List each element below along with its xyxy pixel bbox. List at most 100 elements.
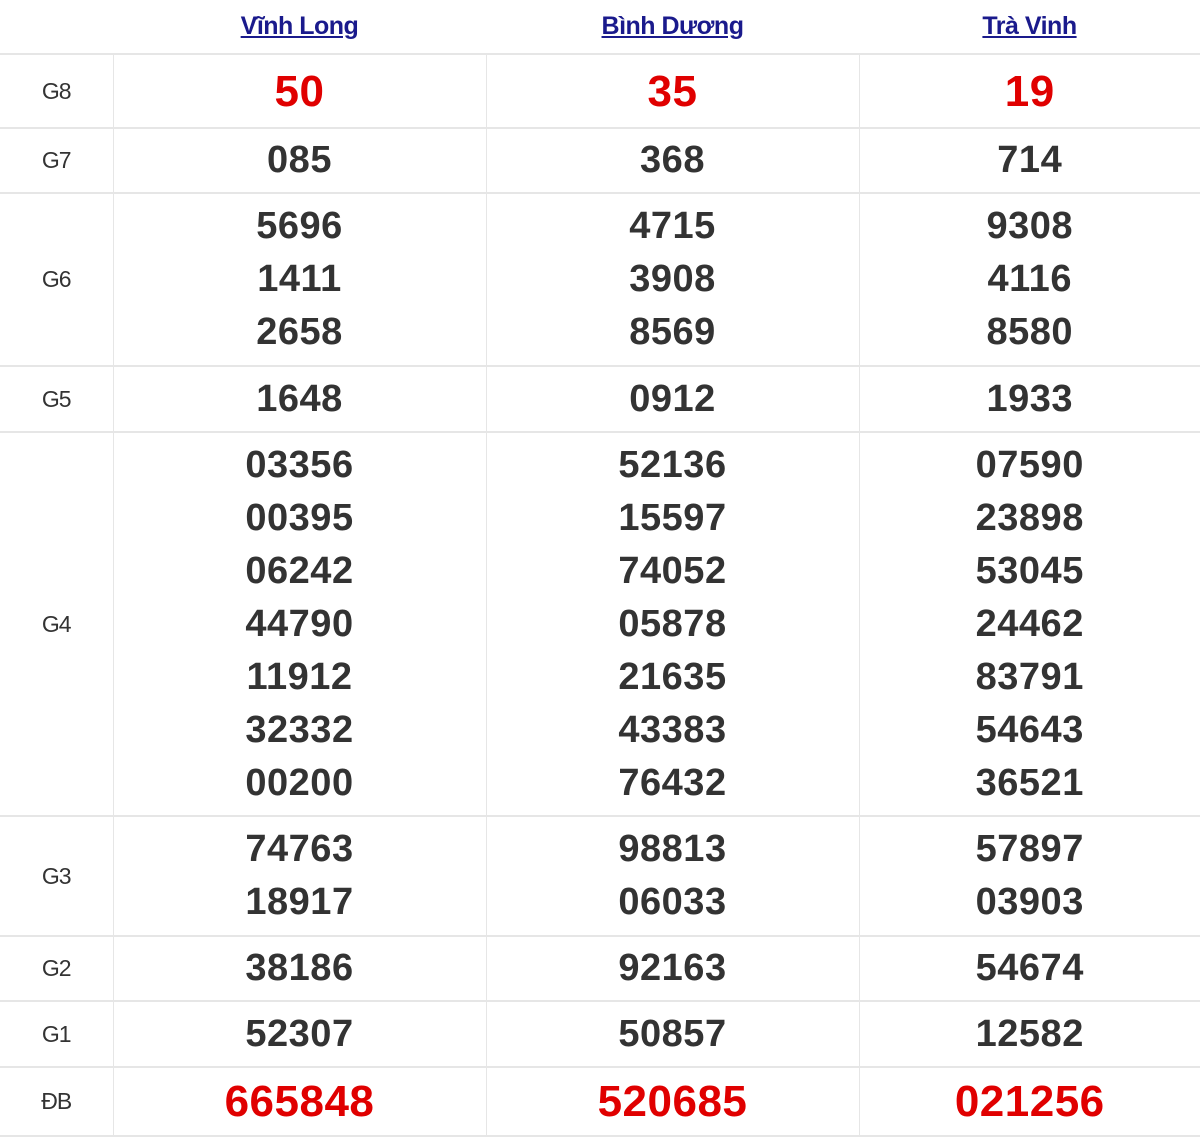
prize-number: 05878 xyxy=(487,598,859,651)
prize-cell: 368 xyxy=(486,128,859,193)
prize-number: 52307 xyxy=(114,1008,486,1061)
prize-number: 36521 xyxy=(860,757,1200,810)
prize-number: 0912 xyxy=(487,373,859,426)
prize-number: 57897 xyxy=(860,823,1200,876)
prize-number: 03903 xyxy=(860,876,1200,929)
prize-cell: 52307 xyxy=(113,1001,486,1067)
prize-number: 9308 xyxy=(860,200,1200,253)
prize-number: 12582 xyxy=(860,1008,1200,1061)
prize-number: 1411 xyxy=(114,253,486,306)
prize-number: 54643 xyxy=(860,704,1200,757)
province-header: Trà Vinh xyxy=(859,0,1200,54)
prize-number: 11912 xyxy=(114,651,486,704)
province-link-tra-vinh[interactable]: Trà Vinh xyxy=(982,12,1076,40)
prize-cell: 714 xyxy=(859,128,1200,193)
prize-number: 74052 xyxy=(487,545,859,598)
prize-number: 8569 xyxy=(487,306,859,359)
prize-number: 24462 xyxy=(860,598,1200,651)
prize-number: 021256 xyxy=(860,1075,1200,1128)
prize-number: 92163 xyxy=(487,942,859,995)
prize-number: 07590 xyxy=(860,439,1200,492)
prize-label: G1 xyxy=(0,1001,113,1067)
prize-cell: 19 xyxy=(859,54,1200,128)
prize-number: 98813 xyxy=(487,823,859,876)
prize-number: 35 xyxy=(487,65,859,118)
prize-number: 00200 xyxy=(114,757,486,810)
prize-number: 18917 xyxy=(114,876,486,929)
prize-number: 4715 xyxy=(487,200,859,253)
prize-number: 19 xyxy=(860,65,1200,118)
prize-cell: 665848 xyxy=(113,1067,486,1136)
prize-number: 368 xyxy=(487,134,859,187)
prize-cell: 38186 xyxy=(113,936,486,1001)
prize-label: G7 xyxy=(0,128,113,193)
prize-number: 2658 xyxy=(114,306,486,359)
prize-number: 665848 xyxy=(114,1075,486,1128)
prize-number: 06242 xyxy=(114,545,486,598)
prize-number: 50 xyxy=(114,65,486,118)
prize-number: 15597 xyxy=(487,492,859,545)
prize-cell: 1648 xyxy=(113,366,486,432)
prize-number: 085 xyxy=(114,134,486,187)
prize-number: 06033 xyxy=(487,876,859,929)
province-header: Bình Dương xyxy=(486,0,859,54)
prize-number: 53045 xyxy=(860,545,1200,598)
prize-number: 74763 xyxy=(114,823,486,876)
prize-label: ĐB xyxy=(0,1067,113,1136)
prize-label: G2 xyxy=(0,936,113,1001)
prize-number: 714 xyxy=(860,134,1200,187)
prize-cell: 085 xyxy=(113,128,486,193)
prize-number: 1648 xyxy=(114,373,486,426)
prize-number: 8580 xyxy=(860,306,1200,359)
prize-number: 76432 xyxy=(487,757,859,810)
prize-number: 52136 xyxy=(487,439,859,492)
prize-number: 83791 xyxy=(860,651,1200,704)
header-row: Vĩnh Long Bình Dương Trà Vinh xyxy=(0,0,1200,54)
header-empty xyxy=(0,0,113,54)
prize-number: 38186 xyxy=(114,942,486,995)
province-link-binh-duong[interactable]: Bình Dương xyxy=(602,12,744,40)
prize-number: 44790 xyxy=(114,598,486,651)
prize-number: 00395 xyxy=(114,492,486,545)
prize-label: G3 xyxy=(0,816,113,936)
prize-cell: 0912 xyxy=(486,366,859,432)
prize-number: 520685 xyxy=(487,1075,859,1128)
province-header: Vĩnh Long xyxy=(113,0,486,54)
prize-cell: 021256 xyxy=(859,1067,1200,1136)
prize-label: G6 xyxy=(0,193,113,366)
province-link-vinh-long[interactable]: Vĩnh Long xyxy=(241,12,359,40)
prize-number: 4116 xyxy=(860,253,1200,306)
prize-number: 54674 xyxy=(860,942,1200,995)
prize-label: G8 xyxy=(0,54,113,128)
prize-number: 03356 xyxy=(114,439,486,492)
prize-number: 3908 xyxy=(487,253,859,306)
prize-number: 32332 xyxy=(114,704,486,757)
prize-number: 5696 xyxy=(114,200,486,253)
prize-cell: 1933 xyxy=(859,366,1200,432)
prize-number: 1933 xyxy=(860,373,1200,426)
prize-cell: 35 xyxy=(486,54,859,128)
prize-cell: 50 xyxy=(113,54,486,128)
prize-cell: 520685 xyxy=(486,1067,859,1136)
prize-number: 21635 xyxy=(487,651,859,704)
prize-number: 43383 xyxy=(487,704,859,757)
prize-cell: 54674 xyxy=(859,936,1200,1001)
